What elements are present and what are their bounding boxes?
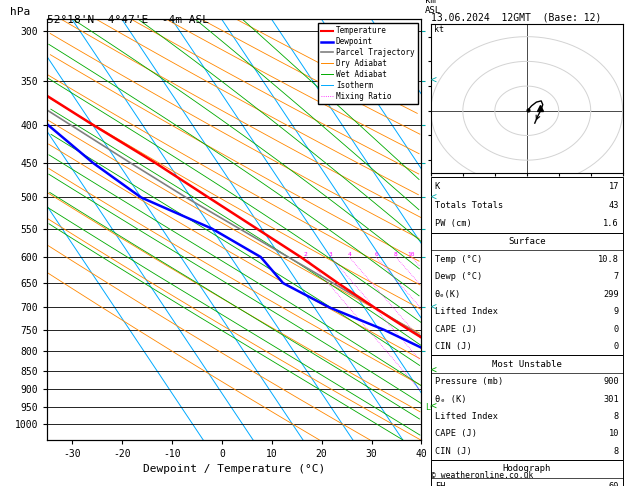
Text: K: K: [435, 182, 440, 191]
Text: <: <: [431, 192, 437, 202]
Text: 4: 4: [347, 252, 351, 257]
Text: CAPE (J): CAPE (J): [435, 430, 477, 438]
Text: Totals Totals: Totals Totals: [435, 201, 503, 209]
Text: CAPE (J): CAPE (J): [435, 325, 477, 333]
Text: 0: 0: [614, 342, 619, 351]
Text: 301: 301: [603, 395, 619, 403]
Text: hPa: hPa: [10, 7, 30, 17]
Text: © weatheronline.co.uk: © weatheronline.co.uk: [431, 471, 533, 480]
Text: 8: 8: [614, 447, 619, 456]
Text: Surface: Surface: [508, 237, 545, 246]
X-axis label: Dewpoint / Temperature (°C): Dewpoint / Temperature (°C): [143, 465, 325, 474]
Text: 900: 900: [603, 377, 619, 386]
Text: Mixing Ratio (g/kg): Mixing Ratio (g/kg): [444, 178, 453, 281]
Text: 17: 17: [608, 182, 619, 191]
Text: 3: 3: [329, 252, 333, 257]
Text: <: <: [431, 302, 437, 312]
Text: Dewp (°C): Dewp (°C): [435, 272, 482, 281]
Text: 2: 2: [304, 252, 308, 257]
Text: <: <: [431, 76, 437, 86]
Text: 43: 43: [608, 201, 619, 209]
Text: CIN (J): CIN (J): [435, 447, 471, 456]
Text: <: <: [431, 366, 437, 376]
Text: 60: 60: [608, 482, 619, 486]
Text: Lifted Index: Lifted Index: [435, 307, 498, 316]
Text: 299: 299: [603, 290, 619, 298]
Text: 10: 10: [408, 252, 415, 257]
Text: Most Unstable: Most Unstable: [492, 360, 562, 368]
Text: Temp (°C): Temp (°C): [435, 255, 482, 263]
Text: <: <: [431, 402, 437, 412]
Text: 10.8: 10.8: [598, 255, 619, 263]
Text: θₑ(K): θₑ(K): [435, 290, 461, 298]
Text: 52°18'N  4°47'E  -4m ASL: 52°18'N 4°47'E -4m ASL: [47, 15, 209, 25]
Text: 0: 0: [614, 325, 619, 333]
Text: Pressure (mb): Pressure (mb): [435, 377, 503, 386]
Text: PW (cm): PW (cm): [435, 219, 471, 228]
Text: 10: 10: [608, 430, 619, 438]
Text: 9: 9: [614, 307, 619, 316]
Text: Lifted Index: Lifted Index: [435, 412, 498, 421]
Text: 8: 8: [614, 412, 619, 421]
Text: EH: EH: [435, 482, 445, 486]
Text: 1.6: 1.6: [603, 219, 619, 228]
Text: 13.06.2024  12GMT  (Base: 12): 13.06.2024 12GMT (Base: 12): [431, 12, 601, 22]
Text: 6: 6: [374, 252, 378, 257]
Text: LCL: LCL: [425, 403, 440, 412]
Text: θₑ (K): θₑ (K): [435, 395, 466, 403]
Text: 7: 7: [614, 272, 619, 281]
Text: km
ASL: km ASL: [425, 0, 442, 15]
Text: Hodograph: Hodograph: [503, 465, 551, 473]
Text: 8: 8: [394, 252, 398, 257]
Text: kt: kt: [434, 25, 444, 34]
Text: CIN (J): CIN (J): [435, 342, 471, 351]
Legend: Temperature, Dewpoint, Parcel Trajectory, Dry Adiabat, Wet Adiabat, Isotherm, Mi: Temperature, Dewpoint, Parcel Trajectory…: [318, 23, 418, 104]
